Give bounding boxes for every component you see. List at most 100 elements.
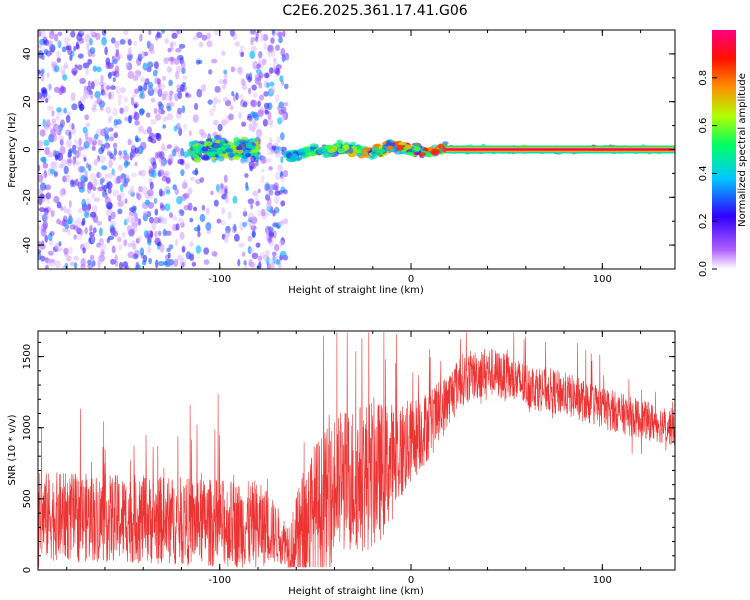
spectrogram-cell <box>282 30 286 38</box>
spectrogram-cell <box>242 221 247 228</box>
spectrogram-cell <box>67 48 73 56</box>
spectrogram-cell <box>60 119 65 128</box>
spectrogram-cell <box>175 48 182 53</box>
spectrogram-cell <box>223 72 228 79</box>
spectrogram-cell <box>38 249 42 254</box>
spectrogram-cell <box>169 94 173 102</box>
spectrogram-cell <box>108 115 113 122</box>
spectrogram-cell <box>66 157 73 166</box>
spectrogram-cell <box>73 69 77 77</box>
spectrogram-cell <box>92 186 97 191</box>
snr-frame <box>37 330 676 571</box>
spectrogram-cell <box>182 81 186 87</box>
spectrogram-cell <box>157 169 165 177</box>
spectrogram-cell <box>173 258 179 267</box>
spectrogram-cell <box>51 161 59 171</box>
spectrogram-cell <box>72 180 76 188</box>
spectrogram-cell <box>271 149 275 155</box>
spectrogram-cell <box>118 244 123 251</box>
spectrogram-cell <box>168 153 174 162</box>
spectrogram-cell <box>38 30 42 37</box>
spectrogram-cell <box>108 215 112 222</box>
y-tick-label: 20 <box>22 95 33 108</box>
spectrogram-cell <box>248 122 252 132</box>
spectrogram-x-axis-label: Height of straight line (km) <box>288 285 424 296</box>
spectrogram-cell <box>123 239 128 247</box>
spectrogram-cell <box>148 30 152 36</box>
spectrogram-cell <box>251 84 257 91</box>
spectrogram-cell <box>181 262 185 268</box>
spectrogram-cell <box>116 194 122 202</box>
spectrogram-cell <box>251 252 259 259</box>
spectrogram-cell <box>106 181 113 190</box>
spectrogram-cell <box>120 87 126 93</box>
spectrogram-cell <box>258 261 262 269</box>
spectrogram-cell <box>247 246 252 254</box>
spectrogram-cell <box>134 135 139 143</box>
spectrogram-cell <box>86 85 92 92</box>
spectrogram-line-core <box>445 148 675 151</box>
spectrogram-cell <box>80 95 86 103</box>
spectrogram-cell <box>289 155 297 162</box>
spectrogram-cell <box>181 193 187 202</box>
spectrogram-cell <box>147 246 152 254</box>
spectrogram-cell <box>110 85 116 90</box>
spectrogram-cell <box>250 204 254 210</box>
spectrogram-cell <box>92 65 97 72</box>
spectrogram-cell <box>141 186 148 195</box>
spectrogram-cell <box>110 227 116 236</box>
spectrogram-cell <box>266 198 272 207</box>
spectrogram-cell <box>147 81 154 89</box>
spectrogram-cell <box>86 186 92 194</box>
spectrogram-cell <box>73 255 79 261</box>
spectrogram-cell <box>39 129 46 137</box>
spectrogram-cell <box>176 84 180 89</box>
spectrogram-cell <box>154 77 160 85</box>
spectrogram-cell <box>261 58 267 66</box>
spectrogram-cell <box>238 111 242 120</box>
spectrogram-cell <box>241 83 248 91</box>
spectrogram-cell <box>38 174 44 183</box>
spectrogram-cell <box>159 243 165 253</box>
spectrogram-cell <box>147 235 152 244</box>
spectrogram-cell <box>127 138 132 146</box>
spectrogram-cell <box>123 160 129 169</box>
spectrogram-cell <box>71 122 75 130</box>
spectrogram-cell <box>89 37 93 46</box>
spectrogram-cell <box>236 149 244 155</box>
spectrogram-cell <box>147 87 155 96</box>
spectrogram-cell <box>38 207 46 213</box>
spectrogram-cell <box>215 139 221 144</box>
spectrogram-cell <box>211 58 218 64</box>
spectrogram-cell <box>267 118 274 126</box>
spectrogram-cell <box>251 126 256 133</box>
spectrogram-cell <box>243 260 247 266</box>
spectrogram-cell <box>134 120 140 126</box>
spectrogram-cell <box>157 260 165 267</box>
spectrogram-cell <box>280 237 286 246</box>
spectrogram-cell <box>140 50 146 59</box>
spectrogram-cell <box>283 102 289 107</box>
spectrogram-cell <box>117 200 124 208</box>
spectrogram-cell <box>107 188 112 194</box>
spectrogram-cell <box>54 260 61 269</box>
spectrogram-cell <box>238 66 243 75</box>
spectrogram-cell <box>247 198 255 205</box>
spectrogram-cell <box>164 38 169 45</box>
spectrogram-cell <box>267 50 273 58</box>
spectrogram-cell <box>131 228 135 233</box>
spectrogram-cell <box>160 157 167 166</box>
spectrogram-cell <box>78 37 85 44</box>
spectrogram-cell <box>252 92 258 98</box>
spectrogram-cell <box>207 99 213 105</box>
spectrogram-cell <box>252 119 257 128</box>
spectrogram-cell <box>217 98 222 104</box>
spectrogram-cell <box>44 146 50 155</box>
spectrogram-cell <box>263 42 267 51</box>
spectrogram-cell <box>64 223 70 230</box>
spectrogram-cell <box>63 247 69 255</box>
spectrogram-cell <box>265 202 272 211</box>
spectrogram-cell <box>250 99 256 107</box>
spectrogram-cell <box>55 50 61 59</box>
spectrogram-cell <box>238 243 245 248</box>
